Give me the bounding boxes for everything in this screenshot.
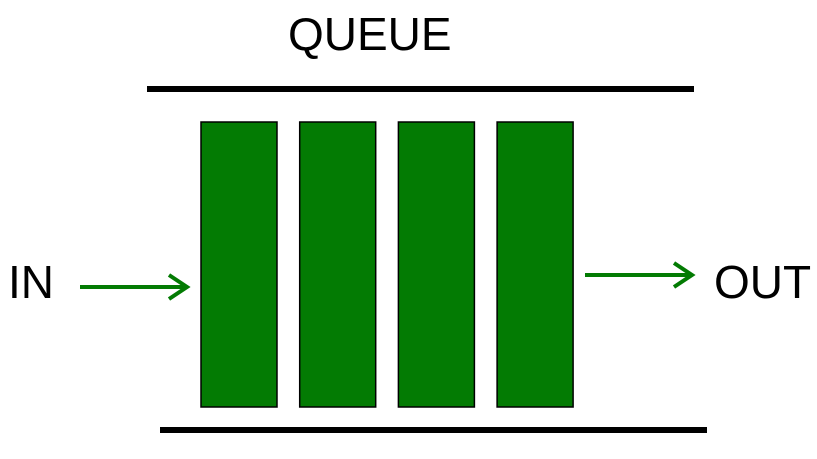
- in-arrow-icon: [80, 273, 191, 301]
- queue-element: [298, 121, 377, 408]
- in-label: IN: [8, 256, 54, 308]
- out-label: OUT: [714, 256, 812, 308]
- queue-element: [397, 121, 476, 408]
- queue-title: QUEUE: [288, 8, 452, 60]
- out-arrow-icon: [585, 261, 696, 289]
- queue-element: [200, 121, 278, 408]
- queue-elements: [200, 121, 574, 408]
- queue-element: [496, 121, 574, 408]
